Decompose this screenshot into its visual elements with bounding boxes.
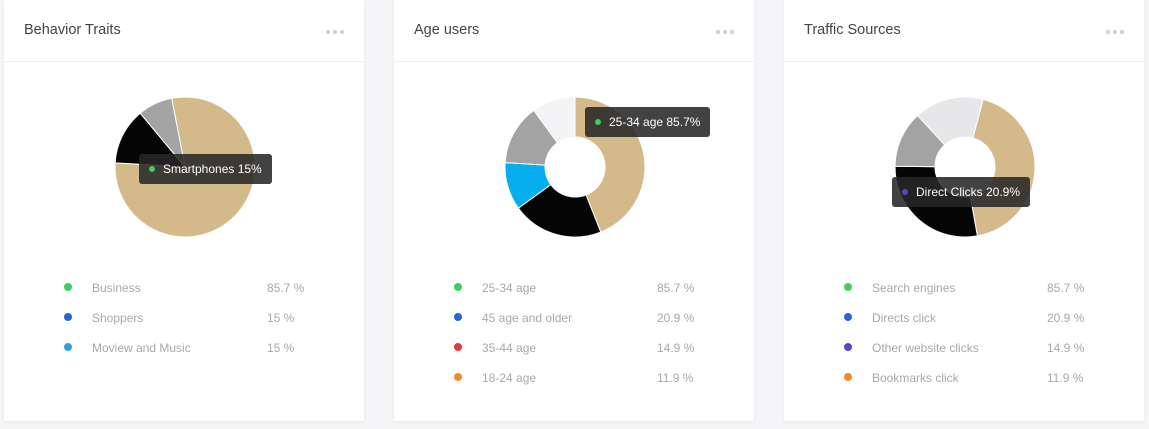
legend-item: Shoppers 15 % <box>62 305 322 335</box>
legend-value: 20.9 % <box>657 311 695 325</box>
legend-dot <box>844 313 852 321</box>
legend-item: Business 85.7 % <box>62 275 322 305</box>
tooltip-dot <box>149 166 155 172</box>
pie-slice-0[interactable] <box>969 98 1036 237</box>
age-users-card: Age users 25-34 age 85.7% 25-34 age 85.7 … <box>394 0 754 421</box>
legend-dot <box>64 313 72 321</box>
donut-chart: 25-34 age 85.7% <box>394 62 754 262</box>
tooltip-dot <box>595 119 601 125</box>
legend-item: 45 age and older 20.9 % <box>452 305 712 335</box>
legend-value: 14.9 % <box>657 341 695 355</box>
legend-item: 18-24 age 11.9 % <box>452 365 712 395</box>
card-header: Age users <box>394 0 754 62</box>
legend-dot <box>64 343 72 351</box>
legend-value: 20.9 % <box>1047 311 1085 325</box>
pie-slice-2[interactable] <box>139 97 186 168</box>
legend-dot <box>64 283 72 291</box>
tooltip-text: Direct Clicks 20.9% <box>916 185 1021 199</box>
chart-tooltip: Direct Clicks 20.9% <box>892 177 1031 207</box>
tooltip-dot <box>902 189 908 195</box>
legend-label: 35-44 age <box>482 341 537 355</box>
more-options-icon[interactable] <box>1106 30 1124 34</box>
card-title: Behavior Traits <box>24 22 121 38</box>
tooltip-text: 25-34 age 85.7% <box>609 115 701 129</box>
legend-value: 11.9 % <box>657 371 694 385</box>
tooltip-text: Smartphones 15% <box>163 162 262 176</box>
pie-slice-1[interactable] <box>517 183 602 238</box>
pie-slice-1[interactable] <box>114 112 187 168</box>
legend-label: Shoppers <box>92 311 144 325</box>
chart-legend: Search engines 85.7 % Directs click 20.9 %… <box>842 275 1102 395</box>
pie-slice-4[interactable] <box>533 96 576 144</box>
legend-value: 85.7 % <box>657 281 695 295</box>
donut-chart: Smartphones 15% <box>4 62 364 262</box>
legend-value: 85.7 % <box>267 281 305 295</box>
legend-item: 35-44 age 14.9 % <box>452 335 712 365</box>
behavior-traits-card: Behavior Traits Smartphones 15% Business… <box>4 0 364 421</box>
donut-chart-svg <box>894 96 1036 238</box>
donut-chart-svg <box>504 96 646 238</box>
chart-legend: 25-34 age 85.7 % 45 age and older 20.9 % 3… <box>452 275 712 395</box>
legend-dot <box>454 373 462 381</box>
legend-dot <box>454 313 462 321</box>
legend-label: Moview and Music <box>92 341 191 355</box>
card-header: Behavior Traits <box>4 0 364 62</box>
legend-dot <box>844 373 852 381</box>
legend-item: Search engines 85.7 % <box>842 275 1102 305</box>
chart-tooltip: 25-34 age 85.7% <box>585 107 711 137</box>
more-options-icon[interactable] <box>326 30 344 34</box>
legend-value: 85.7 % <box>1047 281 1085 295</box>
legend-dot <box>844 283 852 291</box>
legend-item: Bookmarks click 11.9 % <box>842 365 1102 395</box>
legend-item: Other website clicks 14.9 % <box>842 335 1102 365</box>
legend-item: 25-34 age 85.7 % <box>452 275 712 305</box>
card-title: Traffic Sources <box>804 22 901 38</box>
card-header: Traffic Sources <box>784 0 1144 62</box>
legend-item: Moview and Music 15 % <box>62 335 322 365</box>
legend-label: Bookmarks click <box>872 371 959 385</box>
legend-label: 45 age and older <box>482 311 573 325</box>
legend-dot <box>454 343 462 351</box>
legend-item: Directs click 20.9 % <box>842 305 1102 335</box>
legend-label: 18-24 age <box>482 371 537 385</box>
legend-dot <box>454 283 462 291</box>
legend-label: Business <box>92 281 141 295</box>
traffic-sources-card: Traffic Sources Direct Clicks 20.9% Sear… <box>784 0 1144 421</box>
donut-chart: Direct Clicks 20.9% <box>784 62 1144 262</box>
card-title: Age users <box>414 22 480 38</box>
chart-legend: Business 85.7 % Shoppers 15 % Moview and M… <box>62 275 322 365</box>
legend-label: 25-34 age <box>482 281 537 295</box>
legend-label: Directs click <box>872 311 937 325</box>
more-options-icon[interactable] <box>716 30 734 34</box>
legend-value: 15 % <box>267 341 295 355</box>
legend-value: 15 % <box>267 311 295 325</box>
chart-tooltip: Smartphones 15% <box>139 154 272 184</box>
pie-slice-3[interactable] <box>916 96 984 146</box>
legend-label: Search engines <box>872 281 956 295</box>
legend-label: Other website clicks <box>872 341 979 355</box>
legend-dot <box>844 343 852 351</box>
legend-value: 11.9 % <box>1047 371 1084 385</box>
legend-value: 14.9 % <box>1047 341 1085 355</box>
